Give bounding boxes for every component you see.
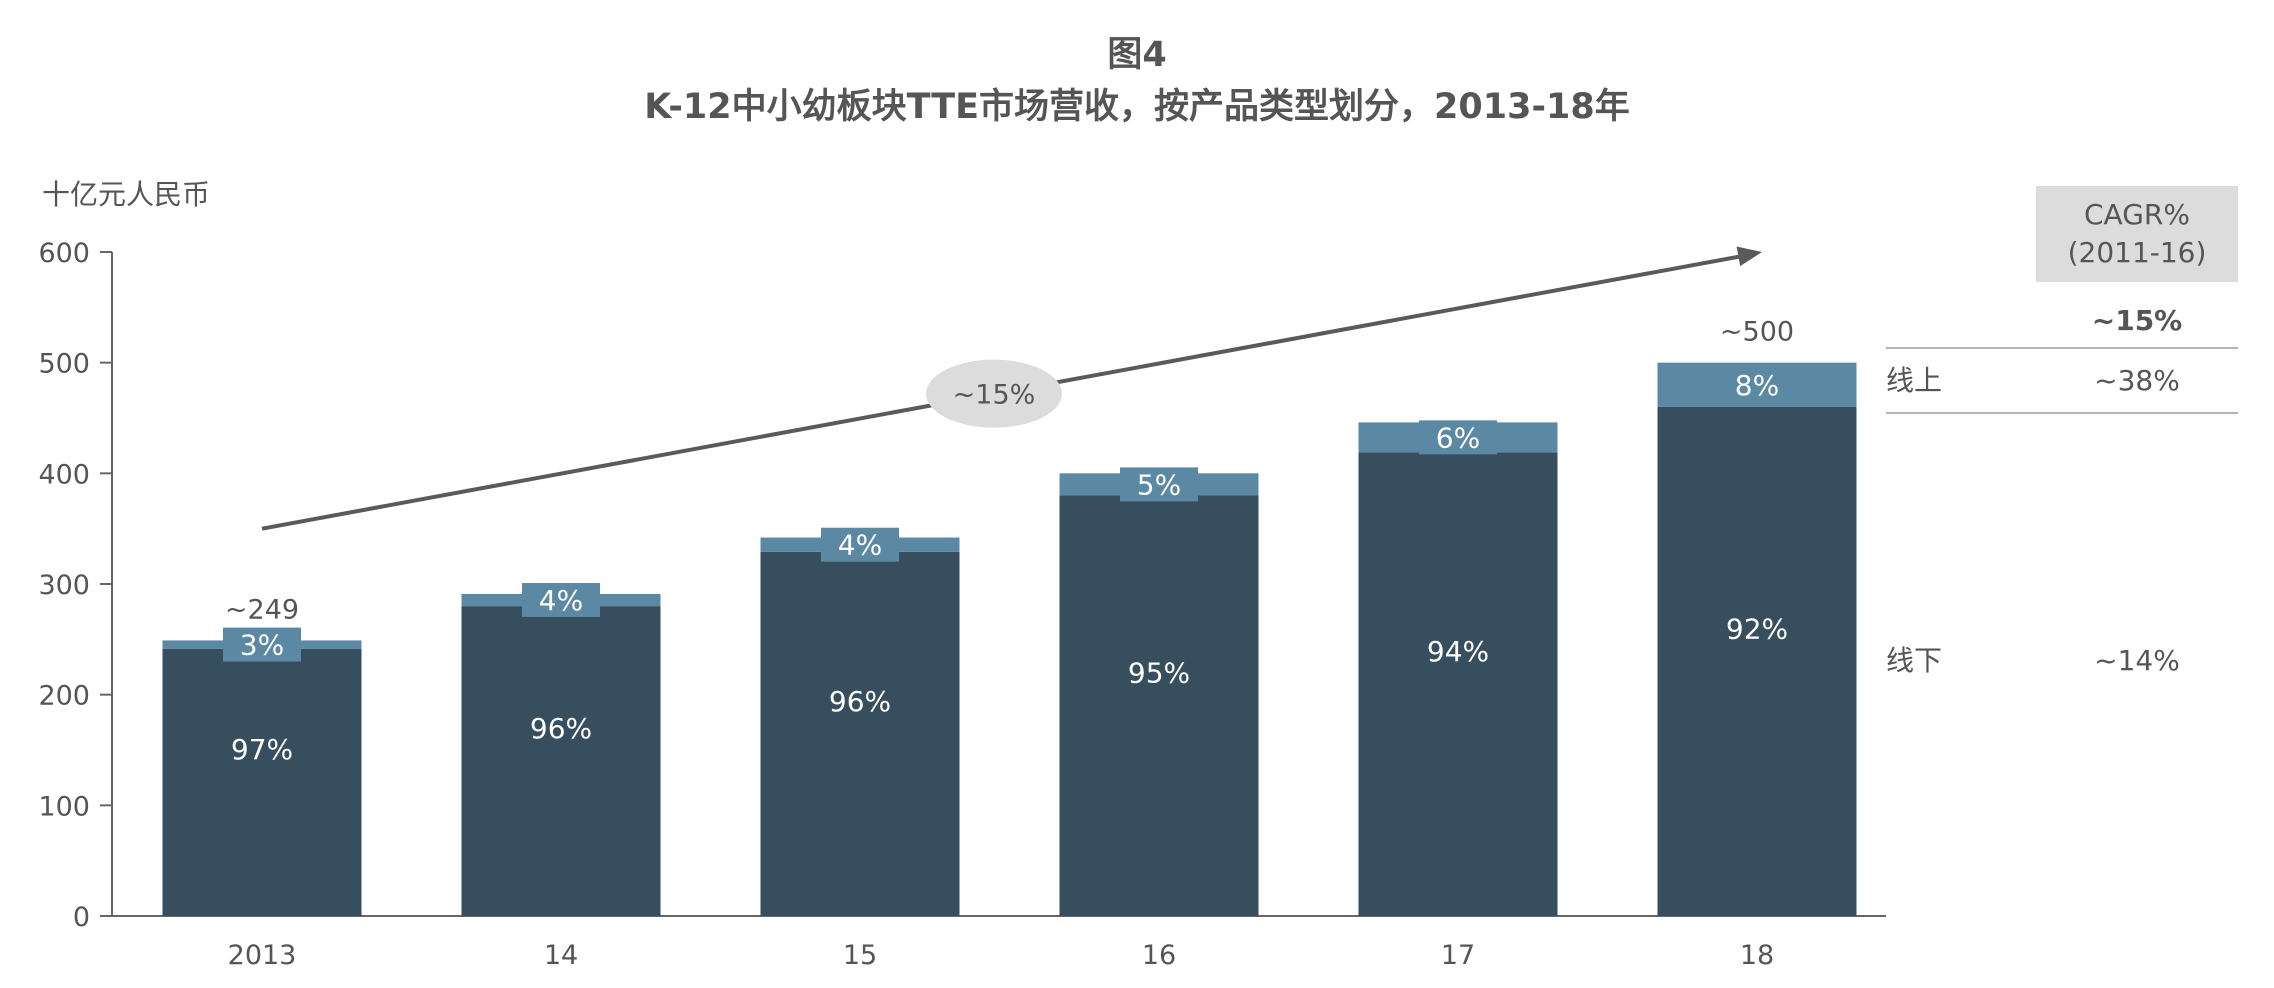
chart-title: K-12中小幼板块TTE市场营收，按产品类型划分，2013-18年 — [644, 87, 1629, 127]
bar-offline — [760, 551, 960, 916]
y-tick-label: 600 — [38, 238, 90, 269]
y-tick-label: 200 — [38, 681, 90, 712]
x-tick-label: 17 — [1441, 940, 1475, 971]
x-tick-label: 18 — [1740, 940, 1774, 971]
cagr-row-online-value: ~38% — [2094, 364, 2180, 397]
figure-label: 图4 — [1107, 35, 1166, 75]
data-label-online: 4% — [539, 584, 583, 617]
data-label-offline: 94% — [1427, 635, 1489, 668]
y-tick-label: 400 — [38, 459, 90, 490]
x-tick-label: 14 — [544, 940, 578, 971]
cagr-row-online-name: 线上 — [1886, 364, 1942, 397]
y-tick-label: 500 — [38, 349, 90, 380]
cagr-table: CAGR% (2011-16) ~15% 线上 ~38% 线下 ~14% — [1886, 186, 2238, 677]
y-tick-label: 100 — [38, 791, 90, 822]
data-label-online-badge — [522, 583, 600, 618]
bar-offline — [1657, 406, 1857, 916]
y-tick-label: 300 — [38, 570, 90, 601]
cagr-header-line2: (2011-16) — [2068, 236, 2207, 269]
data-label-online-badge — [821, 527, 899, 562]
data-label-online-badge — [223, 627, 301, 662]
cagr-header-bg — [2036, 186, 2238, 282]
trend-arrow: ~15% — [261, 246, 1762, 531]
data-label-online: 6% — [1436, 421, 1480, 454]
bar-offline — [1059, 495, 1259, 916]
data-label-online-badge — [1120, 467, 1198, 502]
y-axis-label: 十亿元人民币 — [42, 178, 210, 211]
data-label-online: 3% — [240, 629, 284, 662]
total-label: ~249 — [225, 594, 299, 625]
trend-badge — [926, 359, 1062, 428]
data-label-offline: 97% — [231, 733, 293, 766]
bar-online — [1657, 362, 1857, 407]
cagr-row-offline-name: 线下 — [1886, 644, 1942, 677]
bar-offline — [461, 606, 661, 916]
x-tick-label: 15 — [843, 940, 877, 971]
data-label-offline: 96% — [530, 712, 592, 745]
data-label-offline: 96% — [829, 685, 891, 718]
bar-offline — [1358, 452, 1558, 916]
cagr-header-line1: CAGR% — [2084, 198, 2190, 231]
axes: 0 100 200 300 400 500 600 2013 14 15 16 17 18 — [38, 238, 1886, 971]
trend-label: ~15% — [953, 380, 1036, 411]
y-tick-label: 0 — [73, 902, 90, 933]
trend-arrowhead — [1736, 246, 1762, 267]
cagr-row-offline-value: ~14% — [2094, 644, 2180, 677]
data-label-online: 8% — [1735, 369, 1779, 402]
total-label: ~500 — [1720, 317, 1794, 348]
data-label-online-badge — [1419, 420, 1497, 455]
x-tick-label: 2013 — [228, 940, 297, 971]
data-label-offline: 95% — [1128, 657, 1190, 690]
data-label-online: 4% — [838, 529, 882, 562]
x-tick-label: 16 — [1142, 940, 1176, 971]
cagr-total: ~15% — [2092, 304, 2182, 337]
bars: 97% 3% 96% 4% 96% 4% 95% 5% 94% 6% 92% 8% ~249 ~500 — [162, 317, 1857, 916]
data-label-offline: 92% — [1726, 612, 1788, 645]
data-label-online: 5% — [1137, 468, 1181, 501]
bar-offline — [162, 648, 362, 916]
